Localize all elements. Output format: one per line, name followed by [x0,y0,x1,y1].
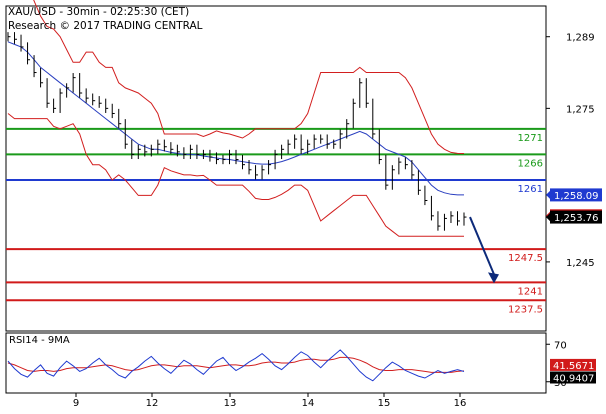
rsi-line [7,349,465,382]
rsi-tag-label: 41.5671 [553,361,594,372]
moving-average [7,41,464,196]
rsi-tag-box [550,371,596,384]
bollinger-bands [7,0,465,237]
moving-average-line [7,41,464,196]
level-lines: 1271 1266 1261 1247.5 1241 1237.5 [6,127,546,315]
rsi-title: RSI14 - 9MA [9,335,70,346]
price-tag-pointer [546,189,551,200]
x-tick-label: 14 [302,398,315,409]
rsi-tag-label: 40.9407 [553,373,594,384]
price-tag-pointer [546,212,551,223]
rsi-y-tick-label: 70 [554,340,567,351]
x-axis: 9 12 13 14 15 16 [73,393,467,409]
bollinger-upper [33,0,465,154]
level-label-1247.5: 1247.5 [508,253,543,264]
price-tag-label: 1,253.76 [554,213,599,224]
rsi-series [7,349,465,382]
price-series [7,32,467,231]
x-tick-label: 12 [146,398,159,409]
level-label-1241: 1241 [518,286,543,297]
forecast-arrow-line [469,216,495,275]
price-tag-box [550,188,602,202]
forecast-arrow-head [488,272,499,284]
level-label-1261: 1261 [518,184,543,195]
x-tick-label: 9 [73,398,79,409]
y-tick-label: 1,245 [566,258,595,269]
level-label-1237.5: 1237.5 [508,304,543,315]
x-tick-label: 15 [378,398,391,409]
bollinger-lower [7,113,464,237]
rsi-ma-line [7,356,465,373]
rsi-tag-box [550,358,596,371]
rsi-pane-frame [5,332,547,394]
level-label-1266: 1266 [518,158,543,169]
y-tick-label: 1,275 [566,104,595,115]
x-tick-label: 13 [224,398,237,409]
x-tick-label: 16 [454,398,467,409]
price-tag-box [550,210,602,224]
price-tags: 1,258.091,254.011,253.76 [546,188,602,224]
price-pane-frame [5,5,547,332]
level-label-1271: 1271 [518,133,543,144]
forecast-arrow [469,216,499,284]
price-y-axis: 1,289 1,275 1,245 [546,33,595,269]
y-tick-label: 1,289 [566,33,595,44]
chart-copyright: Research © 2017 TRADING CENTRAL [8,20,203,32]
chart-title: XAU/USD - 30min - 02:25:30 (CET) [8,6,190,18]
price-tag-label: 1,258.09 [554,191,599,202]
